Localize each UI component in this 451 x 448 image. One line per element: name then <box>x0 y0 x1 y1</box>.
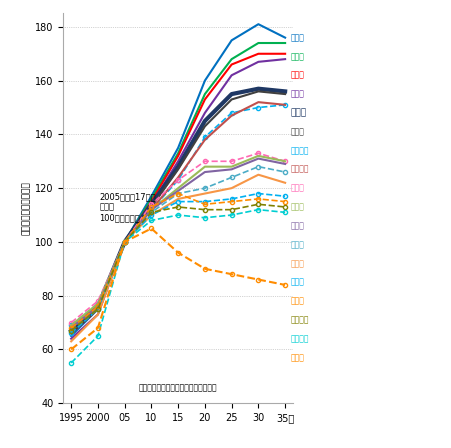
Text: 鯖江市: 鯖江市 <box>290 33 304 42</box>
Text: 坂井市: 坂井市 <box>290 90 304 99</box>
Text: 勝山市: 勝山市 <box>290 221 304 230</box>
Text: 若狭町: 若狭町 <box>290 278 304 287</box>
Text: 敦賀市: 敦賀市 <box>290 52 304 61</box>
Text: 南越前町: 南越前町 <box>290 315 309 324</box>
Text: 永平寺町: 永平寺町 <box>290 146 309 155</box>
Y-axis label: ７５歳産取上人口割量: ７５歳産取上人口割量 <box>22 181 31 235</box>
Text: 池田町: 池田町 <box>290 353 304 362</box>
Text: 越前町: 越前町 <box>290 184 304 193</box>
Text: 坂井市: 坂井市 <box>290 71 304 80</box>
Text: 六渡町: 六渡町 <box>290 240 304 249</box>
Text: 美浜町: 美浜町 <box>290 297 304 306</box>
Text: 大野市: 大野市 <box>290 259 304 268</box>
Text: あわら市: あわら市 <box>290 165 309 174</box>
Text: 2005（平成17）年
人口を
100とした場合: 2005（平成17）年 人口を 100とした場合 <box>99 192 156 222</box>
Text: おおい町: おおい町 <box>290 334 309 343</box>
Text: ＊実線は市、破線は町、太い実線は県: ＊実線は市、破線は町、太い実線は県 <box>139 383 217 392</box>
Text: 福井県: 福井県 <box>290 108 307 117</box>
Text: 小浜市: 小浜市 <box>290 202 304 211</box>
Text: 越前市: 越前市 <box>290 127 304 136</box>
